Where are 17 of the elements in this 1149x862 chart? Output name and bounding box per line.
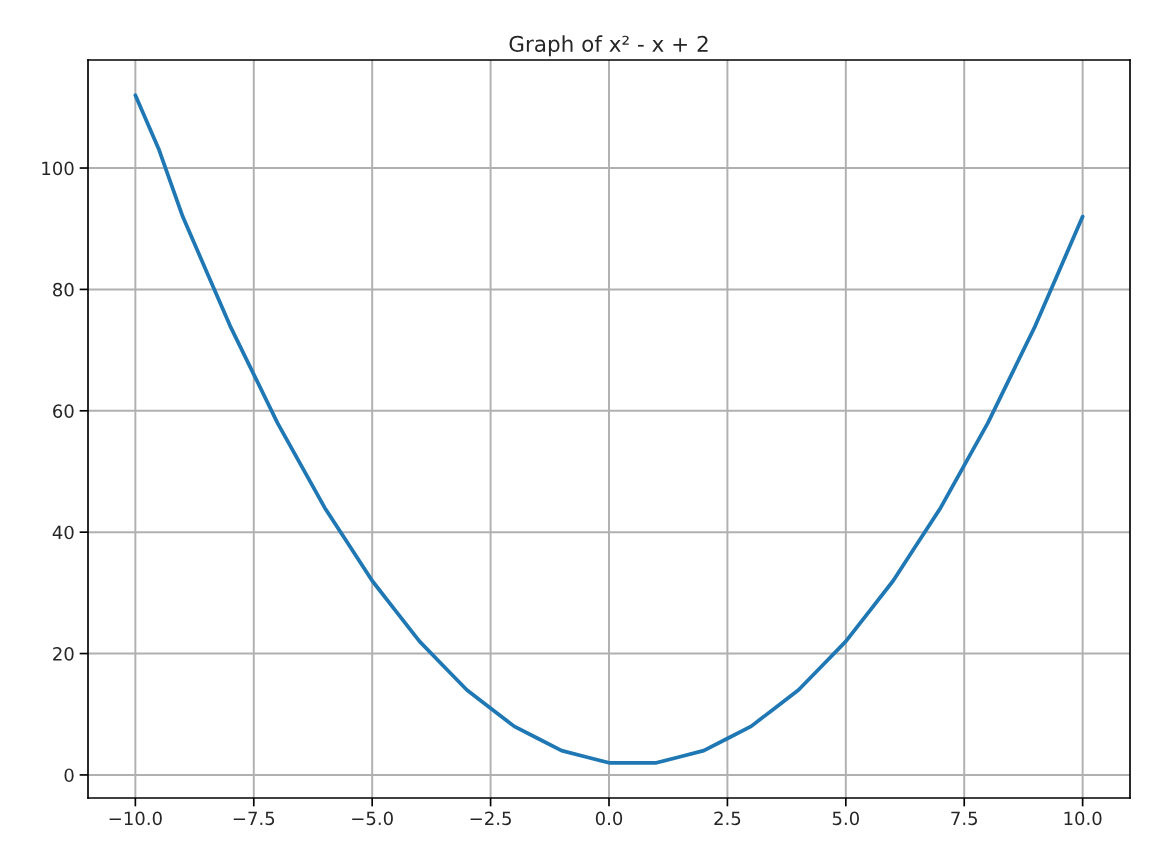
x-tick-label: −10.0 <box>109 811 162 826</box>
y-tick-label: 20 <box>53 647 74 661</box>
y-tick-label: 100 <box>42 161 74 176</box>
x-tick-label: −5.0 <box>352 811 393 826</box>
line-series <box>133 93 1085 765</box>
x-tick-label: −2.5 <box>470 811 511 826</box>
y-tick-label: 40 <box>52 525 74 540</box>
y-tick-label: 60 <box>53 404 74 418</box>
x-tick-label: −7.5 <box>233 811 275 826</box>
y-tick-label: 80 <box>53 282 74 297</box>
y-tick-label: 0 <box>64 768 74 783</box>
x-tick-label: 0.0 <box>595 811 623 826</box>
x-tick-label: 10.0 <box>1064 811 1102 826</box>
x-tick-label: 5.0 <box>832 811 859 826</box>
x-tick-label: 2.5 <box>714 811 741 826</box>
x-tick-label: 7.5 <box>951 811 978 826</box>
chart-title: Graph of x² - x + 2 <box>509 35 708 57</box>
